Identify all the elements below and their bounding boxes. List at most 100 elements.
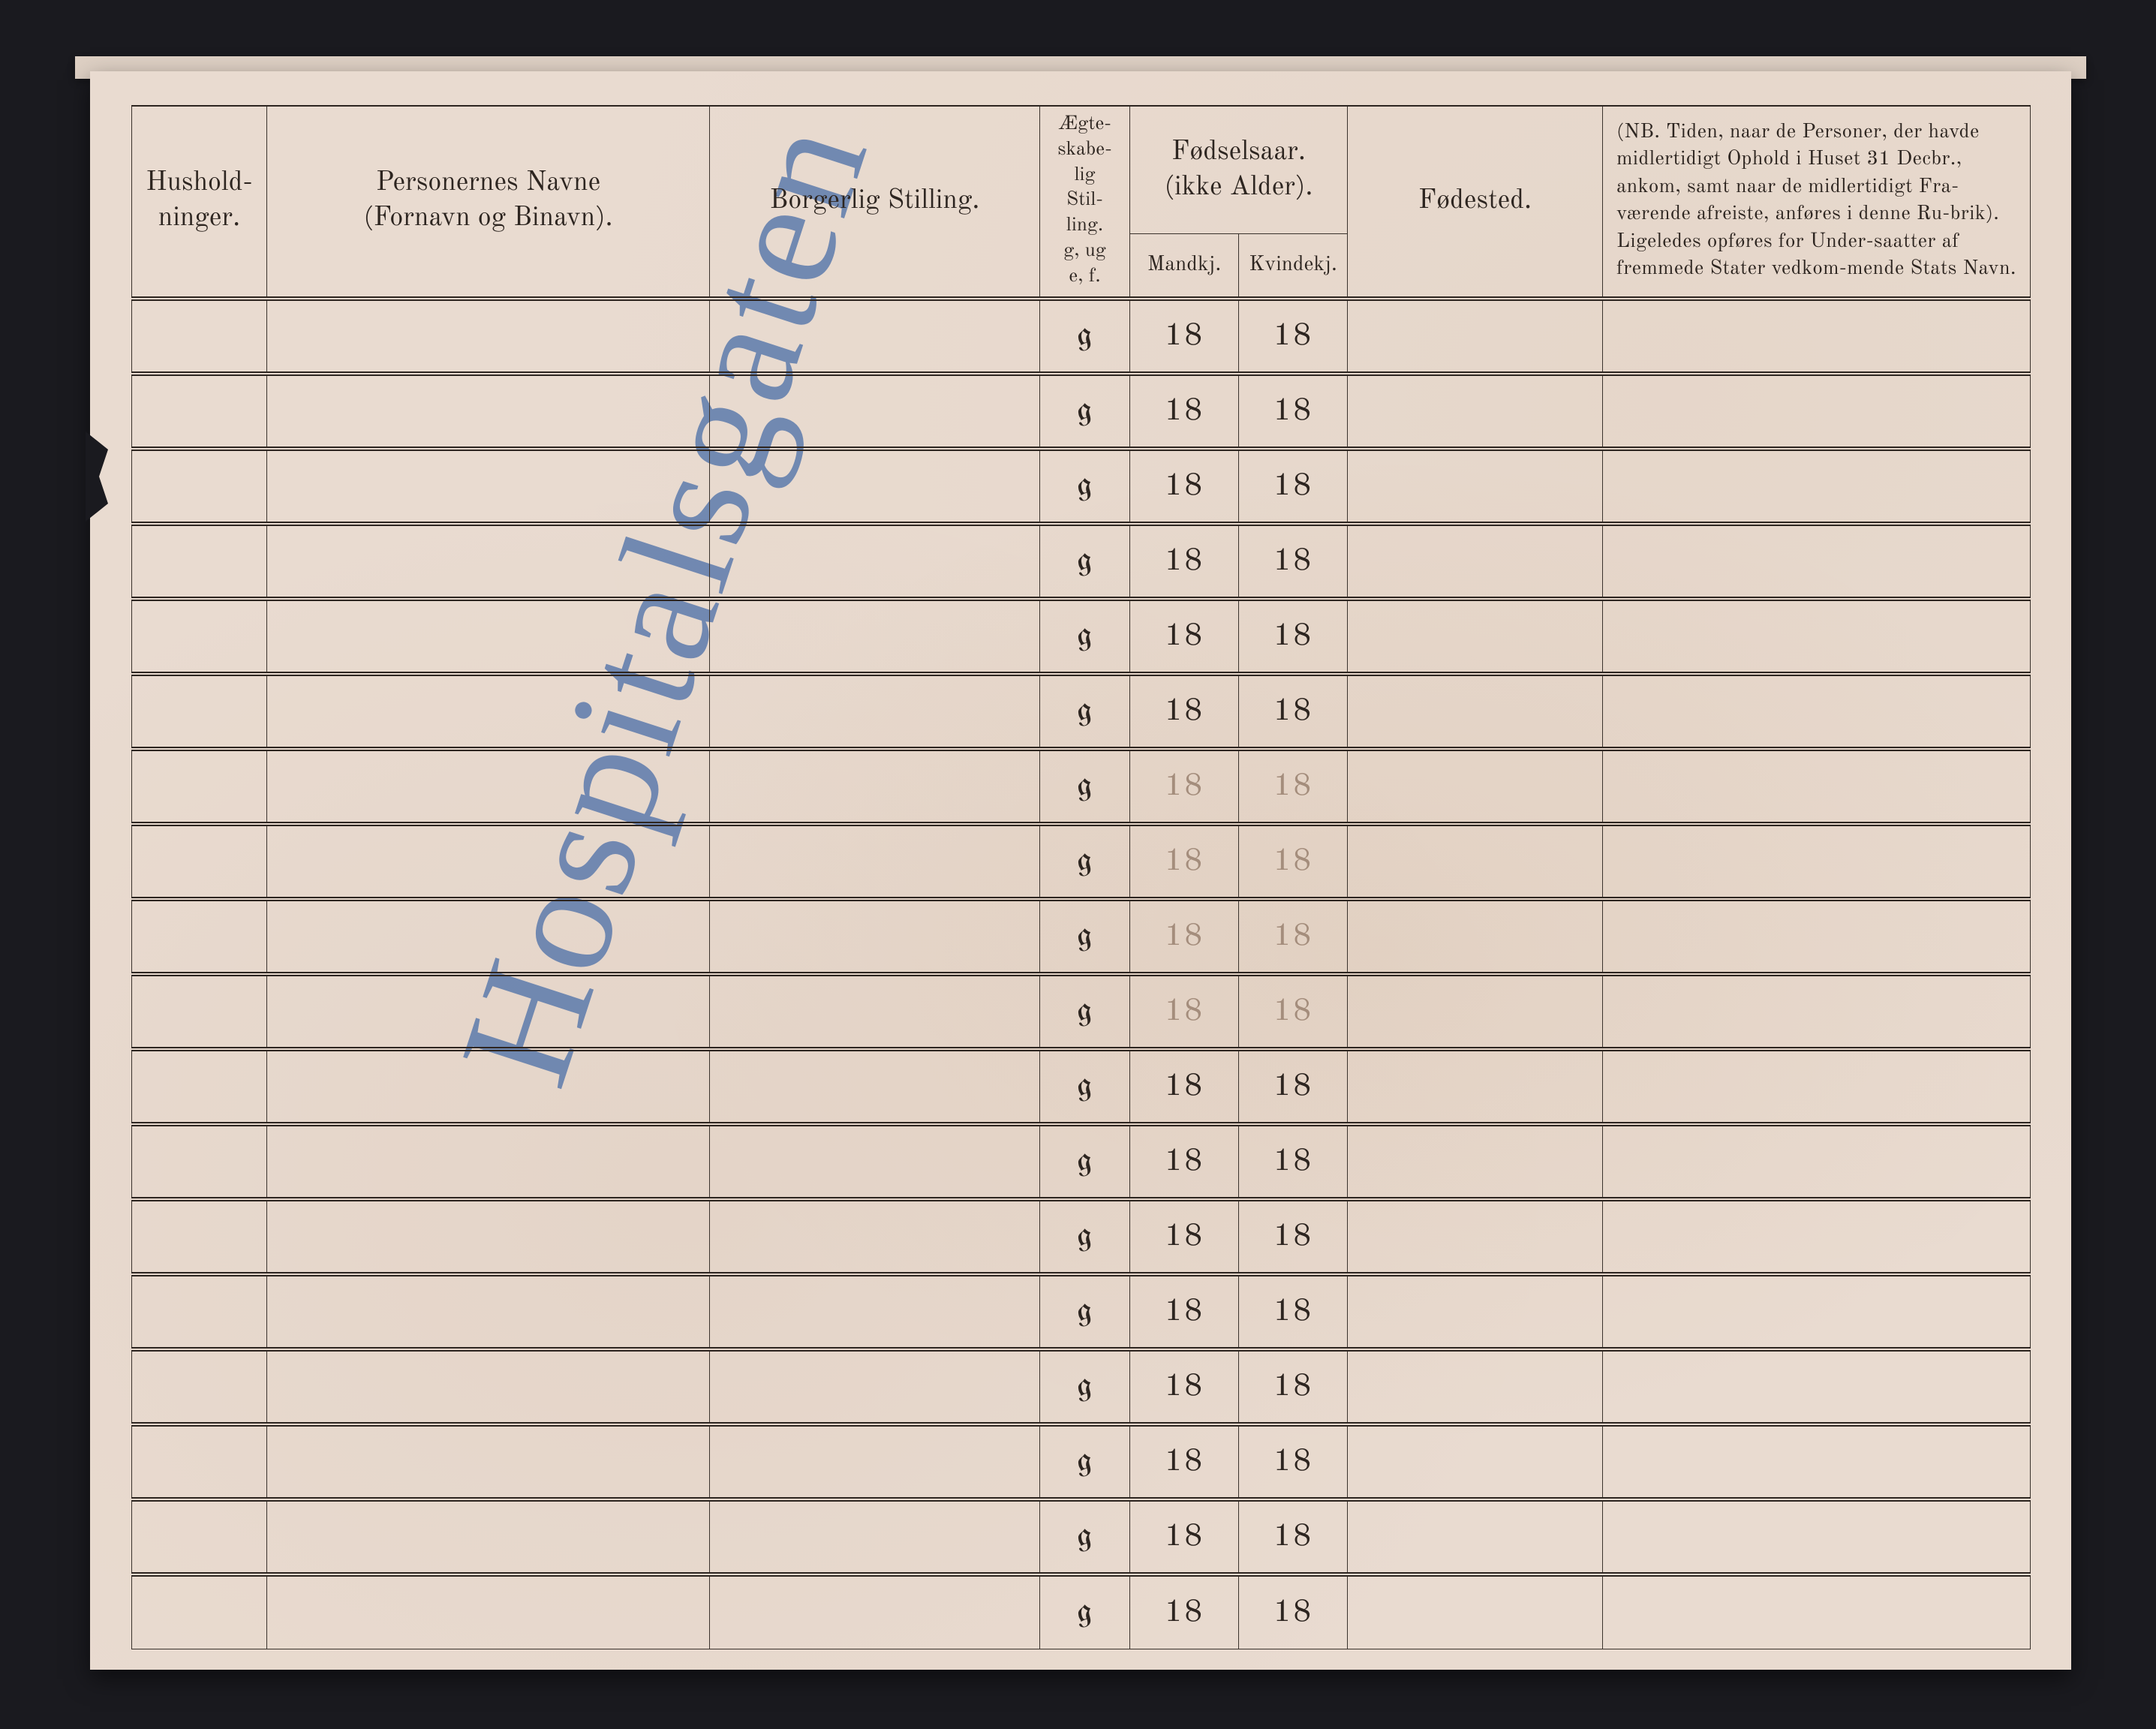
- empty-cell: [132, 1424, 267, 1499]
- col-header-note: (NB. Tiden, naar de Personer, der havde …: [1603, 106, 2031, 299]
- birthyear-female-cell: 18: [1239, 1349, 1348, 1424]
- empty-cell: [1348, 1424, 1603, 1499]
- birthyear-male-cell: 18: [1130, 674, 1239, 749]
- empty-cell: [267, 299, 710, 374]
- empty-cell: [1603, 1349, 2031, 1424]
- empty-cell: [132, 749, 267, 824]
- table-row: g1818: [132, 299, 2031, 374]
- paper-tear: [86, 431, 108, 522]
- census-form-paper: Hospitalsgaten Hushold-ninger. Personern…: [90, 71, 2071, 1670]
- table-row: g1818: [132, 1124, 2031, 1199]
- empty-cell: [267, 449, 710, 524]
- birthyear-female-cell: 18: [1239, 374, 1348, 449]
- empty-cell: [1348, 599, 1603, 674]
- empty-cell: [1348, 299, 1603, 374]
- empty-cell: [267, 1349, 710, 1424]
- col-header-fodested: Fødested.: [1348, 106, 1603, 299]
- birthyear-male-cell: 18: [1130, 1499, 1239, 1574]
- empty-cell: [132, 1049, 267, 1124]
- empty-cell: [267, 899, 710, 974]
- empty-cell: [1348, 1574, 1603, 1649]
- empty-cell: [267, 674, 710, 749]
- empty-cell: [1603, 824, 2031, 899]
- empty-cell: [1603, 1049, 2031, 1124]
- birthyear-female-cell: 18: [1239, 749, 1348, 824]
- birthyear-female-cell: 18: [1239, 1499, 1348, 1574]
- marital-status-cell: g: [1040, 374, 1130, 449]
- marital-status-cell: g: [1040, 1349, 1130, 1424]
- table-row: g1818: [132, 599, 2031, 674]
- empty-cell: [1603, 299, 2031, 374]
- empty-cell: [710, 374, 1040, 449]
- empty-cell: [132, 299, 267, 374]
- empty-cell: [710, 1124, 1040, 1199]
- table-row: g1818: [132, 1424, 2031, 1499]
- empty-cell: [710, 1199, 1040, 1274]
- empty-cell: [132, 449, 267, 524]
- census-table: Hushold-ninger. Personernes Navne(Fornav…: [131, 105, 2031, 1649]
- empty-cell: [267, 1574, 710, 1649]
- empty-cell: [710, 524, 1040, 599]
- empty-cell: [267, 374, 710, 449]
- col-subheader-kvindekj: Kvindekj.: [1239, 234, 1348, 299]
- birthyear-female-cell: 18: [1239, 974, 1348, 1049]
- empty-cell: [132, 824, 267, 899]
- birthyear-female-cell: 18: [1239, 824, 1348, 899]
- empty-cell: [132, 674, 267, 749]
- empty-cell: [710, 599, 1040, 674]
- empty-cell: [1603, 1424, 2031, 1499]
- marital-status-cell: g: [1040, 674, 1130, 749]
- col-header-personernes-navne: Personernes Navne(Fornavn og Binavn).: [267, 106, 710, 299]
- marital-status-cell: g: [1040, 899, 1130, 974]
- empty-cell: [710, 1274, 1040, 1349]
- col-header-aegteskabelig: Ægte-skabe-ligStil-ling.g, uge, f.: [1040, 106, 1130, 299]
- empty-cell: [132, 1574, 267, 1649]
- marital-status-cell: g: [1040, 1124, 1130, 1199]
- empty-cell: [267, 749, 710, 824]
- marital-status-cell: g: [1040, 1199, 1130, 1274]
- empty-cell: [1603, 524, 2031, 599]
- table-row: g1818: [132, 749, 2031, 824]
- marital-status-cell: g: [1040, 1574, 1130, 1649]
- table-row: g1818: [132, 1049, 2031, 1124]
- table-row: g1818: [132, 1499, 2031, 1574]
- birthyear-male-cell: 18: [1130, 1574, 1239, 1649]
- table-row: g1818: [132, 524, 2031, 599]
- empty-cell: [267, 1274, 710, 1349]
- empty-cell: [1348, 1349, 1603, 1424]
- empty-cell: [1603, 1199, 2031, 1274]
- empty-cell: [1348, 1199, 1603, 1274]
- empty-cell: [132, 1349, 267, 1424]
- marital-status-cell: g: [1040, 449, 1130, 524]
- table-row: g1818: [132, 1274, 2031, 1349]
- empty-cell: [710, 749, 1040, 824]
- empty-cell: [1348, 899, 1603, 974]
- col-header-borgerlig-stilling: Borgerlig Stilling.: [710, 106, 1040, 299]
- marital-status-cell: g: [1040, 524, 1130, 599]
- birthyear-male-cell: 18: [1130, 599, 1239, 674]
- empty-cell: [1603, 599, 2031, 674]
- birthyear-female-cell: 18: [1239, 299, 1348, 374]
- empty-cell: [267, 1199, 710, 1274]
- empty-cell: [710, 1574, 1040, 1649]
- empty-cell: [1603, 674, 2031, 749]
- empty-cell: [1348, 824, 1603, 899]
- empty-cell: [1348, 1274, 1603, 1349]
- empty-cell: [267, 1124, 710, 1199]
- empty-cell: [1348, 749, 1603, 824]
- birthyear-male-cell: 18: [1130, 1199, 1239, 1274]
- empty-cell: [1348, 1124, 1603, 1199]
- empty-cell: [1603, 1574, 2031, 1649]
- marital-status-cell: g: [1040, 1274, 1130, 1349]
- birthyear-male-cell: 18: [1130, 1124, 1239, 1199]
- empty-cell: [132, 1274, 267, 1349]
- empty-cell: [132, 899, 267, 974]
- empty-cell: [1348, 524, 1603, 599]
- marital-status-cell: g: [1040, 1499, 1130, 1574]
- birthyear-female-cell: 18: [1239, 1199, 1348, 1274]
- empty-cell: [1603, 974, 2031, 1049]
- empty-cell: [132, 524, 267, 599]
- empty-cell: [132, 599, 267, 674]
- empty-cell: [710, 1499, 1040, 1574]
- birthyear-male-cell: 18: [1130, 524, 1239, 599]
